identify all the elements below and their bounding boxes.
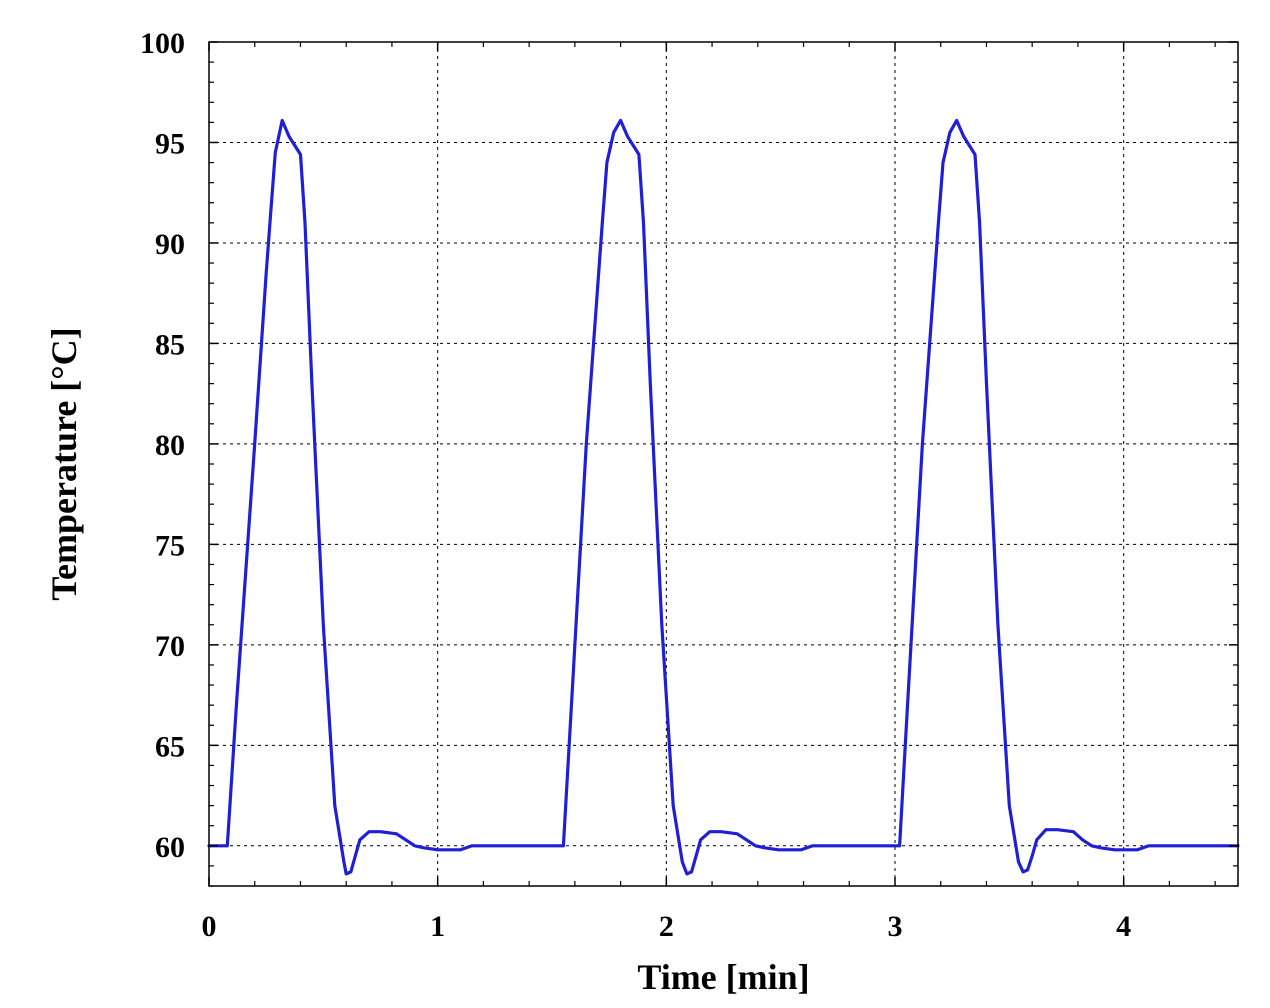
x-tick-label: 3 xyxy=(888,910,903,943)
y-tick-label: 75 xyxy=(155,529,185,562)
y-tick-label: 60 xyxy=(155,831,185,864)
axis-ticks: 0 1 2 3 4 60 65 70 75 80 85 90 95 100 xyxy=(140,27,1238,943)
y-axis-title: Temperature [°C] xyxy=(44,327,84,600)
plot-frame xyxy=(208,41,1239,887)
x-axis-title: Time [min] xyxy=(637,957,809,997)
y-tick-label: 90 xyxy=(155,228,185,261)
x-tick-label: 1 xyxy=(430,910,445,943)
y-tick-label: 70 xyxy=(155,630,185,663)
y-tick-label: 95 xyxy=(155,127,185,160)
series-layer xyxy=(207,118,1240,876)
y-tick-label: 65 xyxy=(155,730,185,763)
series-line-0 xyxy=(207,118,1240,876)
x-tick-label: 4 xyxy=(1116,910,1131,943)
x-tick-label: 0 xyxy=(202,910,217,943)
grid-lines xyxy=(209,42,1238,886)
y-tick-label: 85 xyxy=(155,328,185,361)
y-tick-label: 80 xyxy=(155,429,185,462)
x-tick-label: 2 xyxy=(659,910,674,943)
y-tick-label: 100 xyxy=(140,27,185,60)
